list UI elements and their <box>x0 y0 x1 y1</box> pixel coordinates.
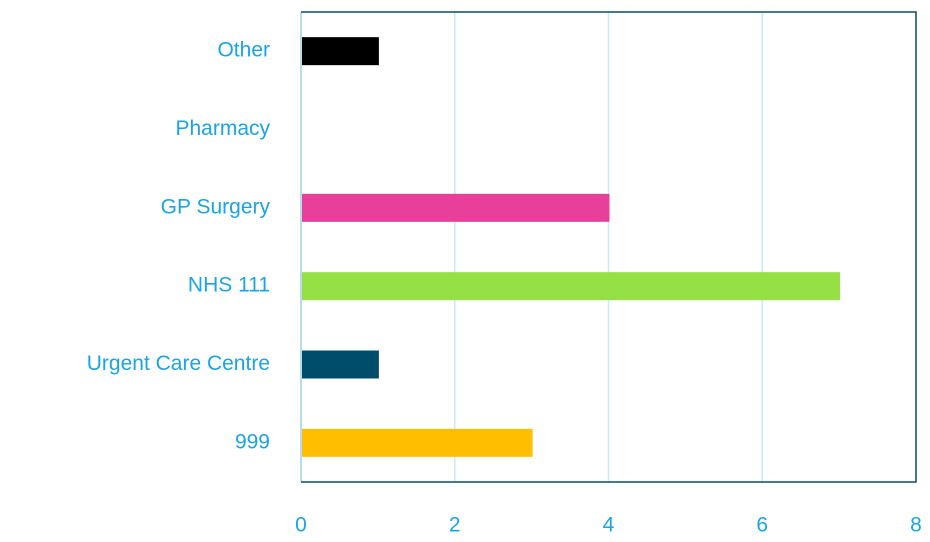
x-tick-label: 2 <box>449 514 461 537</box>
y-tick-label: Urgent Care Centre <box>87 352 270 375</box>
plot-frame <box>301 11 917 483</box>
y-tick-label: 999 <box>235 430 270 453</box>
x-tick-label: 0 <box>295 514 307 537</box>
bar <box>302 428 533 457</box>
x-tick-label: 6 <box>756 514 768 537</box>
bar <box>302 272 841 301</box>
y-tick-label: NHS 111 <box>188 274 270 297</box>
bar <box>302 350 379 379</box>
y-tick-label: GP Surgery <box>161 195 271 218</box>
bar <box>302 37 379 66</box>
x-tick-label: 8 <box>910 514 922 537</box>
y-tick-label: Other <box>217 39 270 62</box>
bar <box>302 193 610 222</box>
y-tick-label: Pharmacy <box>175 117 270 140</box>
x-tick-label: 4 <box>603 514 615 537</box>
